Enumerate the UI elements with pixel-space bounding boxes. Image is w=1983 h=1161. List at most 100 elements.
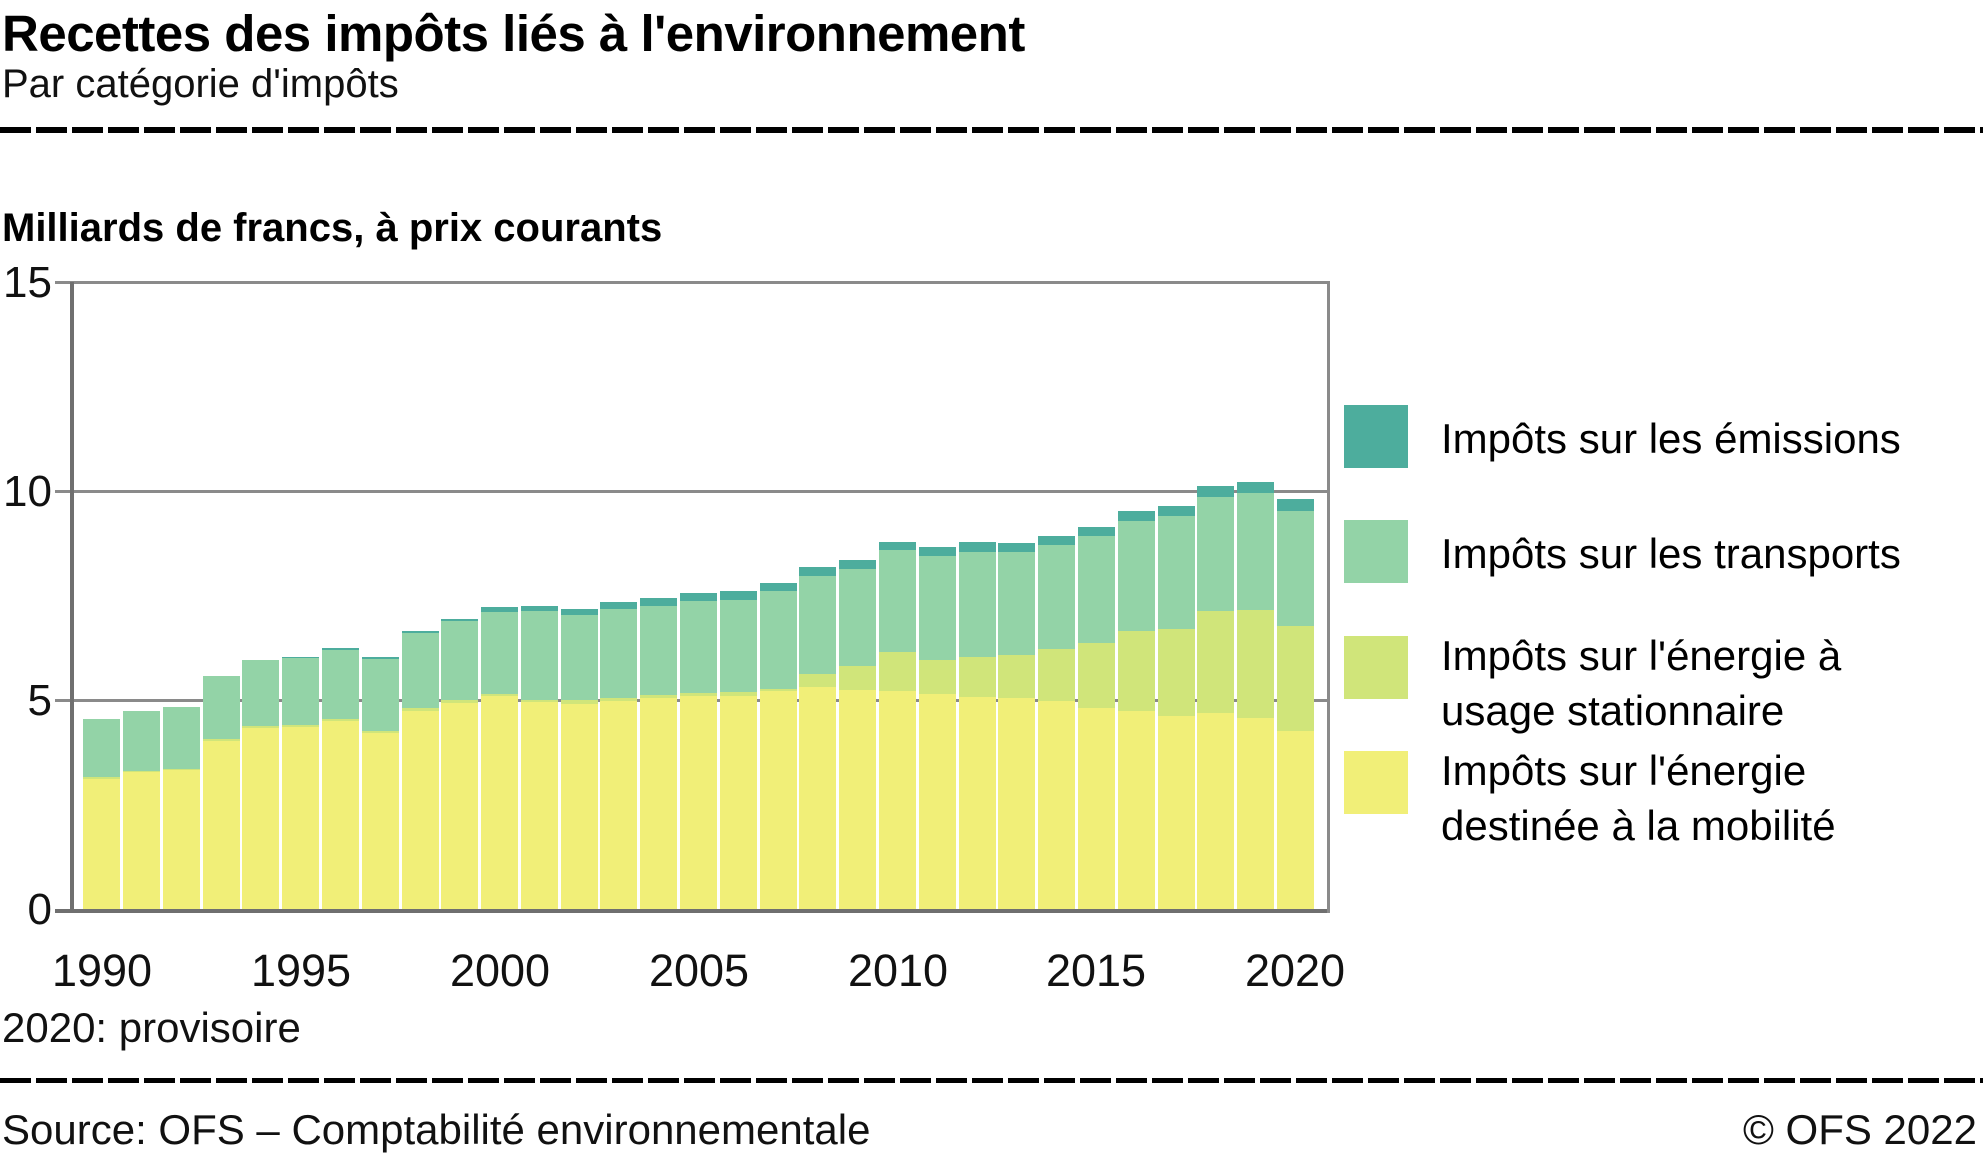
- bar-segment: [362, 733, 399, 909]
- bar-segment: [760, 689, 797, 691]
- bar-segment: [600, 602, 637, 609]
- legend-swatch-stationary-energy: [1344, 636, 1408, 699]
- bar-segment: [720, 692, 757, 696]
- bar-segment: [720, 696, 757, 909]
- bar-segment: [561, 615, 598, 700]
- legend-label-stationary-energy: Impôts sur l'énergie à usage stationnair…: [1441, 628, 1841, 738]
- bar-segment: [1118, 521, 1155, 631]
- bar-segment: [282, 657, 319, 658]
- bar-segment: [1237, 718, 1274, 909]
- bar-2009: [839, 284, 876, 909]
- bar-segment: [998, 698, 1035, 909]
- bar-segment: [799, 567, 836, 576]
- bar-segment: [1118, 511, 1155, 521]
- bar-segment: [282, 727, 319, 909]
- bar-2013: [998, 284, 1035, 909]
- bar-2006: [720, 284, 757, 909]
- bar-segment: [959, 697, 996, 909]
- bar-segment: [481, 696, 518, 909]
- bar-segment: [1277, 511, 1314, 626]
- legend-label-line: usage stationnaire: [1441, 687, 1785, 734]
- bar-segment: [83, 719, 120, 777]
- bar-segment: [600, 698, 637, 701]
- bar-segment: [799, 687, 836, 909]
- legend-swatch-mobility-energy: [1344, 751, 1408, 814]
- bar-segment: [561, 704, 598, 909]
- provisional-note: 2020: provisoire: [2, 1004, 301, 1051]
- x-axis-line: [55, 909, 1330, 913]
- bar-segment: [362, 731, 399, 733]
- bar-segment: [242, 728, 279, 909]
- bar-segment: [1197, 486, 1234, 497]
- gridline-15: [55, 281, 1330, 284]
- bar-segment: [1158, 716, 1195, 909]
- bar-segment: [1197, 497, 1234, 611]
- bar-segment: [83, 779, 120, 909]
- bar-2012: [959, 284, 996, 909]
- x-axis-label-2010: 2010: [847, 945, 949, 996]
- bars-layer: [70, 284, 1327, 909]
- legend-label-line: Impôts sur les émissions: [1441, 415, 1901, 462]
- bar-segment: [959, 657, 996, 697]
- header-divider: [0, 127, 1983, 133]
- bar-segment: [1038, 701, 1075, 909]
- bar-segment: [1078, 643, 1115, 708]
- bar-segment: [760, 583, 797, 591]
- bar-1998: [402, 284, 439, 909]
- bar-segment: [1078, 536, 1115, 643]
- bar-segment: [600, 609, 637, 698]
- bar-segment: [1237, 610, 1274, 718]
- bar-segment: [282, 725, 319, 727]
- bar-segment: [123, 711, 160, 771]
- chart-unit-label: Milliards de francs, à prix courants: [2, 206, 663, 250]
- bar-segment: [799, 674, 836, 687]
- legend-item-mobility-energy: Impôts sur l'énergie destinée à la mobil…: [1344, 747, 1836, 853]
- bar-2016: [1118, 284, 1155, 909]
- bar-segment: [998, 552, 1035, 655]
- bar-segment: [1277, 626, 1314, 731]
- bar-segment: [720, 591, 757, 600]
- bar-segment: [1237, 493, 1274, 610]
- bar-segment: [203, 676, 240, 739]
- source-text: Source: OFS – Comptabilité environnement…: [2, 1106, 871, 1153]
- bar-segment: [441, 700, 478, 703]
- bar-segment: [879, 652, 916, 691]
- bar-segment: [879, 691, 916, 909]
- bar-segment: [640, 698, 677, 909]
- bar-segment: [839, 560, 876, 569]
- bar-2005: [680, 284, 717, 909]
- bar-segment: [640, 598, 677, 606]
- bar-segment: [839, 690, 876, 909]
- y-axis-label-0: 0: [27, 885, 52, 934]
- bar-segment: [203, 739, 240, 741]
- bar-2008: [799, 284, 836, 909]
- bar-2010: [879, 284, 916, 909]
- bar-segment: [123, 771, 160, 772]
- page-title: Recettes des impôts liés à l'environneme…: [2, 5, 1025, 62]
- bar-segment: [561, 700, 598, 704]
- bar-segment: [362, 657, 399, 659]
- bar-segment: [481, 607, 518, 612]
- bar-segment: [959, 552, 996, 657]
- bar-segment: [163, 769, 200, 770]
- bar-segment: [1038, 545, 1075, 649]
- y-axis-label-10: 10: [3, 467, 52, 516]
- bar-segment: [163, 707, 200, 769]
- bar-segment: [680, 601, 717, 693]
- bar-segment: [242, 726, 279, 728]
- bar-2003: [600, 284, 637, 909]
- gridline-10: [55, 490, 1330, 493]
- bar-segment: [83, 777, 120, 779]
- bar-segment: [600, 701, 637, 909]
- bar-segment: [322, 721, 359, 909]
- bar-segment: [282, 658, 319, 725]
- bar-1996: [322, 284, 359, 909]
- page-subtitle: Par catégorie d'impôts: [2, 62, 399, 106]
- bar-2011: [919, 284, 956, 909]
- bar-segment: [919, 547, 956, 556]
- bar-segment: [402, 708, 439, 711]
- bar-2004: [640, 284, 677, 909]
- footer-divider: [0, 1078, 1983, 1083]
- x-axis-label-1990: 1990: [51, 945, 153, 996]
